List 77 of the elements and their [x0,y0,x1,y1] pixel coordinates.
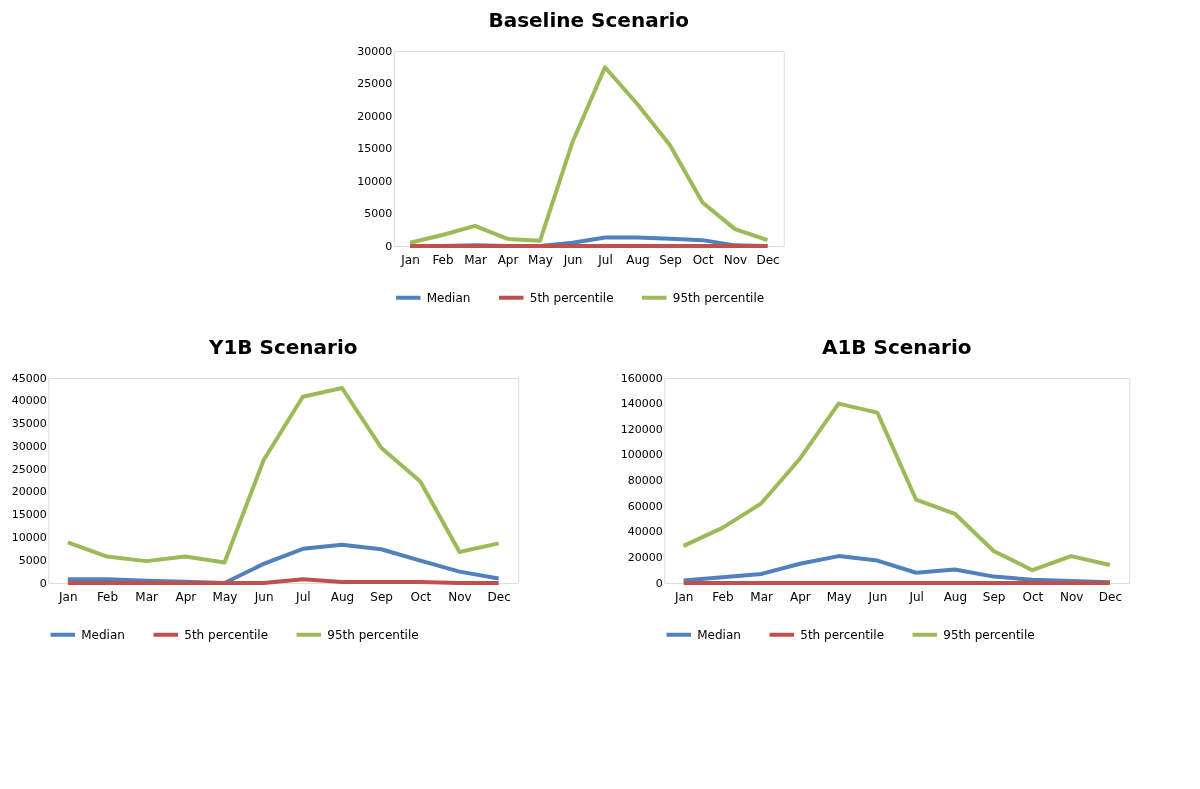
x-tick-label: Jan [58,589,78,604]
x-tick-label: Feb [712,589,734,604]
x-tick-label: Jul [597,252,613,267]
y-tick-label: 10000 [357,174,393,188]
y-tick-label: 20000 [357,109,393,123]
x-tick-label: Jan [673,589,694,604]
y-tick-label: 0 [655,576,663,590]
y-tick-label: 40000 [11,394,47,408]
y-tick-label: 20000 [627,550,663,564]
y-tick-label: 5000 [364,207,393,220]
x-tick-label: Mar [750,589,774,604]
y-tick-label: 60000 [627,499,663,513]
y-tick-label: 0 [39,576,47,590]
legend-label: 5th percentile [184,627,269,642]
x-tick-label: Oct [410,589,432,604]
chart-title: A1B Scenario [821,335,972,359]
y-tick-label: 30000 [11,439,47,453]
legend-label: 5th percentile [800,627,885,642]
chart-title: Y1B Scenario [207,335,358,359]
y-tick-label: 15000 [357,142,393,155]
x-tick-label: Dec [487,589,511,604]
y-tick-label: 0 [385,239,393,253]
x-tick-label: Dec [1098,589,1122,604]
x-tick-label: Aug [943,589,968,604]
x-tick-label: Mar [464,252,487,267]
x-tick-label: Nov [448,589,472,604]
y-tick-label: 25000 [357,77,393,90]
line-series [65,386,501,565]
y-tick-label: 15000 [11,508,47,522]
y-tick-label: 80000 [627,474,663,487]
x-tick-label: Aug [330,589,355,604]
x-tick-label: Feb [96,589,119,604]
x-tick-label: May [212,589,238,604]
y-tick-label: 140000 [620,397,663,411]
y-tick-label: 25000 [11,462,47,476]
y-tick-label: 20000 [11,485,47,499]
x-tick-label: Dec [756,252,780,267]
line-series [408,65,770,245]
x-tick-label: Jun [253,589,274,604]
x-tick-label: May [528,252,553,267]
x-tick-label: Jul [908,589,924,604]
chart-title: Baseline Scenario [488,8,690,32]
x-tick-label: Sep [659,252,682,267]
x-tick-label: Jun [562,252,583,267]
x-tick-label: Nov [1059,589,1084,604]
y-tick-label: 35000 [11,417,47,431]
x-tick-label: May [826,589,852,604]
legend-label: Median [426,290,471,305]
y-tick-label: 100000 [620,448,663,462]
legend-label: 5th percentile [529,290,614,305]
x-tick-label: Oct [692,252,714,267]
y-tick-label: 30000 [357,44,393,58]
x-tick-label: Jan [400,252,420,267]
legend-label: 95th percentile [943,627,1035,642]
legend-label: 95th percentile [672,290,765,305]
x-tick-label: Aug [626,252,650,267]
x-tick-label: Jun [867,589,888,604]
x-tick-label: Mar [135,589,159,604]
line-series [681,401,1112,573]
y-tick-label: 10000 [11,530,47,544]
x-tick-label: Apr [789,589,811,604]
legend-label: Median [697,627,741,642]
y-tick-label: 45000 [11,371,47,385]
y-tick-label: 5000 [18,553,47,567]
x-tick-label: Apr [175,589,197,604]
x-tick-label: Oct [1022,589,1044,604]
y-tick-label: 160000 [620,371,663,385]
x-tick-label: Jul [295,589,311,604]
x-tick-label: Sep [370,589,393,604]
x-tick-label: Apr [497,252,519,267]
x-tick-label: Feb [432,252,454,267]
x-tick-label: Nov [723,252,748,267]
y-tick-label: 120000 [620,422,663,436]
x-tick-label: Sep [982,589,1006,604]
y-tick-label: 40000 [627,525,663,539]
legend-label: Median [81,627,125,642]
legend-label: 95th percentile [327,627,419,642]
